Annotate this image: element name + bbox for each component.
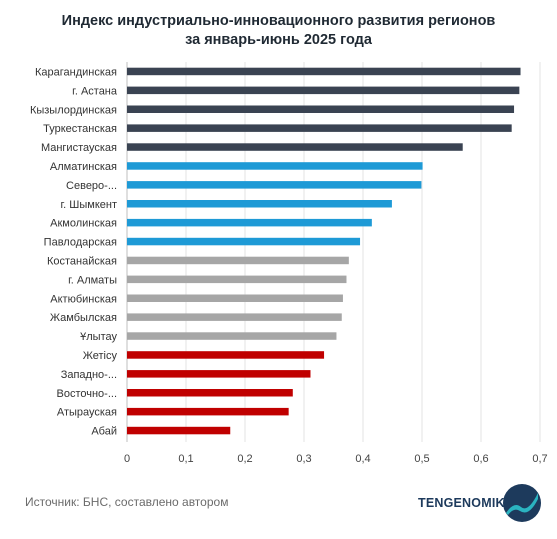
category-label: Ұлытау (80, 331, 117, 343)
bar (127, 351, 325, 359)
bar (127, 143, 463, 151)
bar (127, 162, 423, 170)
category-label: Павлодарская (44, 237, 117, 249)
category-label: Акмолинская (50, 218, 117, 230)
category-label: Кызылординская (30, 104, 117, 116)
category-label: Костанайская (47, 255, 117, 267)
bar (127, 105, 515, 113)
chart-title: Индекс индустриально-инновационного разв… (0, 12, 557, 50)
source-note: Источник: БНС, составлено автором (25, 495, 229, 509)
bar (127, 86, 520, 95)
x-tick-label: 0,6 (473, 453, 488, 465)
category-label: Западно-... (61, 369, 117, 381)
category-label: Абай (91, 426, 117, 438)
category-label: Мангистауская (41, 142, 117, 154)
bar (127, 275, 347, 284)
category-label: Карагандинская (35, 66, 117, 78)
bar-chart: 0 0,1 0,2 0,3 0,4 0,5 0,6 0,7 Карагандинская г. А… (30, 62, 548, 465)
category-label: Жетісу (83, 350, 118, 362)
bar (127, 426, 231, 435)
x-tick-label: 0,5 (414, 453, 429, 465)
bar (127, 332, 337, 340)
category-label: г. Алматы (68, 274, 117, 286)
x-tick-label: 0,3 (296, 453, 311, 465)
brand-logo-icon (503, 484, 541, 522)
category-label: Алматинская (50, 161, 117, 173)
category-label: Восточно-... (57, 388, 118, 400)
title-line-1: Индекс индустриально-инновационного разв… (61, 13, 496, 29)
category-label: г. Астана (72, 85, 118, 97)
bar (127, 124, 512, 132)
bar (127, 218, 372, 227)
x-tick-label: 0,7 (532, 453, 547, 465)
category-label: Жамбылская (50, 312, 117, 324)
x-tick-label: 0,4 (355, 453, 370, 465)
x-tick-label: 0 (124, 453, 130, 465)
category-label: Актюбинская (50, 293, 117, 305)
bar (127, 256, 349, 265)
category-label: г. Шымкент (61, 199, 118, 211)
bar (127, 407, 289, 416)
bar (127, 313, 342, 321)
bar (127, 370, 311, 378)
title-line-2: за январь-июнь 2025 года (185, 32, 372, 48)
bar (127, 67, 521, 76)
brand-name: TENGENOMIKA (418, 496, 514, 510)
category-label: Северо-... (66, 180, 117, 192)
bar (127, 181, 422, 189)
bar (127, 389, 293, 397)
category-label: Туркестанская (43, 123, 117, 135)
bar (127, 294, 343, 302)
x-tick-label: 0,1 (178, 453, 193, 465)
bar (127, 200, 392, 208)
x-tick-label: 0,2 (237, 453, 252, 465)
category-label: Атырауская (57, 407, 117, 419)
bar (127, 237, 361, 246)
